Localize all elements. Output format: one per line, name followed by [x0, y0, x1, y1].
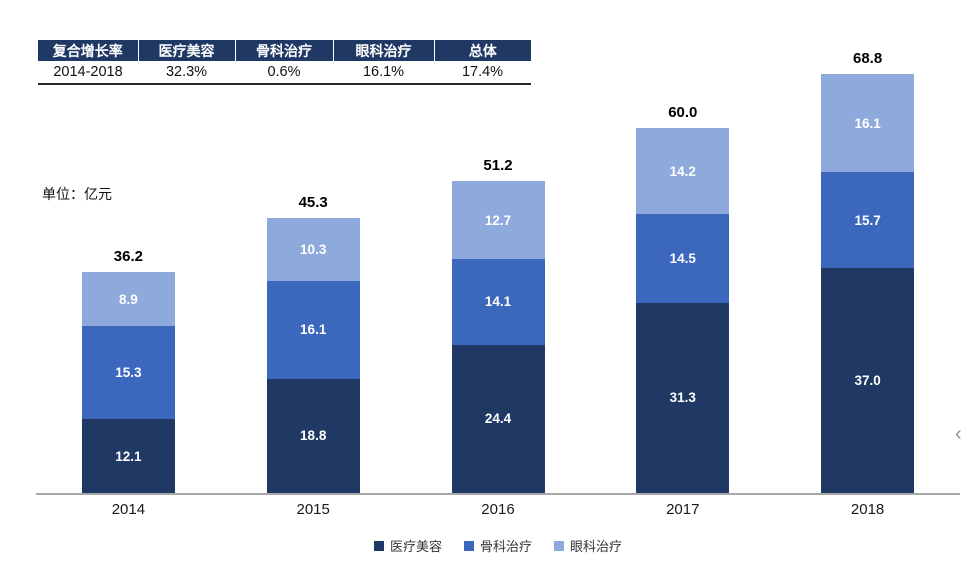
- cagr-header-cell: 眼科治疗: [333, 40, 435, 61]
- bar-total-label: 68.8: [852, 50, 883, 68]
- legend-item: 医疗美容: [373, 536, 442, 555]
- x-axis-label: 2014: [111, 501, 146, 518]
- legend-swatch-icon: [373, 540, 384, 551]
- bar-segment: 12.1: [81, 419, 175, 493]
- bar-segment: 15.3: [81, 326, 175, 420]
- segment-value-label: 16.1: [300, 322, 327, 338]
- x-axis-label: 2018: [850, 501, 885, 518]
- bar-total-label: 60.0: [668, 103, 698, 121]
- cagr-header-cell: 医疗美容: [138, 40, 236, 61]
- segment-value-label: 15.7: [854, 212, 881, 228]
- segment-value-label: 10.3: [300, 241, 327, 257]
- legend-item: 眼科治疗: [554, 536, 622, 555]
- cagr-data-cell: 17.4%: [461, 64, 504, 80]
- segment-value-label: 16.1: [854, 115, 881, 131]
- bar-segment: 37.0: [821, 267, 915, 493]
- cagr-data-cell: 32.3%: [165, 64, 208, 80]
- segment-value-label: 15.3: [115, 365, 142, 381]
- cagr-header-cell: 复合增长率: [38, 40, 139, 61]
- cagr-table-data-row: 2014-2018 32.3% 0.6% 16.1% 17.4%: [38, 61, 531, 84]
- bar-total-label: 45.3: [298, 193, 328, 211]
- segment-value-label: 18.8: [300, 428, 327, 444]
- bar-segment: 14.1: [451, 258, 545, 345]
- legend-label: 眼科治疗: [570, 539, 623, 554]
- segment-value-label: 31.3: [669, 390, 696, 406]
- x-axis-labels: 2014 2015 2016 2017 2018: [36, 501, 960, 521]
- cagr-data-cell: 2014-2018: [53, 64, 123, 80]
- bar-total-label: 51.2: [483, 157, 513, 175]
- cagr-data-cell: 0.6%: [267, 64, 301, 80]
- bar-total-label: 36.2: [113, 248, 143, 266]
- bar-segment: 8.9: [81, 272, 175, 327]
- x-axis-label: 2017: [666, 501, 700, 518]
- bar-segment: 16.1: [266, 280, 360, 379]
- unit-label: 单位：亿元: [42, 186, 112, 202]
- bar-segment: 24.4: [451, 344, 545, 493]
- bar-segment: 14.2: [636, 127, 730, 215]
- cagr-table: 复合增长率 医疗美容 骨科治疗 眼科治疗 总体 2014-2018 32.3% …: [38, 40, 531, 85]
- cagr-header-cell: 骨科治疗: [235, 40, 334, 61]
- legend-swatch-icon: [463, 540, 474, 551]
- cagr-data-cell: 16.1%: [362, 64, 405, 80]
- legend-label: 医疗美容: [389, 539, 442, 554]
- bar-segment: 15.7: [821, 172, 915, 268]
- legend-item: 骨科治疗: [463, 536, 532, 555]
- plot-area: 12.1 15.3 8.9 36.2 18.8 16.1 10.3 45.3 24.4 14.1 1…: [36, 40, 960, 495]
- x-axis-label: 2015: [296, 501, 330, 518]
- bar-2015: 18.8 16.1 10.3 45.3: [266, 194, 360, 493]
- segment-value-label: 14.5: [669, 250, 696, 266]
- segment-value-label: 14.1: [484, 294, 512, 310]
- legend-label: 骨科治疗: [479, 539, 532, 554]
- chevron-left-icon[interactable]: ‹: [955, 423, 962, 445]
- cagr-table-header-row: 复合增长率 医疗美容 骨科治疗 眼科治疗 总体: [38, 40, 531, 61]
- segment-value-label: 8.9: [119, 291, 138, 307]
- segment-value-label: 37.0: [854, 372, 881, 388]
- cagr-header-cell: 总体: [434, 40, 531, 61]
- bar-2018: 37.0 15.7 16.1 68.8: [821, 50, 915, 493]
- bar-segment: 12.7: [451, 181, 545, 259]
- bar-segment: 18.8: [266, 378, 360, 493]
- segment-value-label: 12.7: [484, 212, 512, 228]
- bar-2017: 31.3 14.5 14.2 60.0: [636, 104, 730, 493]
- segment-value-label: 12.1: [115, 448, 142, 464]
- bar-2014: 12.1 15.3 8.9 36.2: [81, 248, 175, 493]
- legend: 医疗美容 骨科治疗 眼科治疗: [36, 536, 960, 555]
- bar-segment: 14.5: [636, 214, 730, 303]
- legend-swatch-icon: [554, 540, 564, 551]
- bar-2016: 24.4 14.1 12.7 51.2: [451, 157, 545, 493]
- bar-segment: 31.3: [636, 302, 730, 493]
- segment-value-label: 14.2: [669, 163, 696, 179]
- bar-segment: 10.3: [266, 217, 360, 281]
- x-axis-label: 2016: [481, 501, 515, 518]
- bar-segment: 16.1: [821, 74, 915, 173]
- segment-value-label: 24.4: [484, 411, 512, 427]
